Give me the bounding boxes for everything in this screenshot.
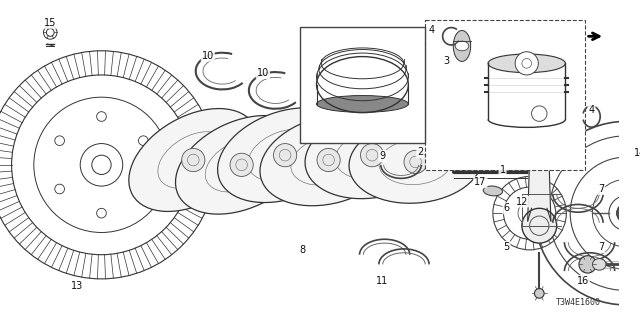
Polygon shape [528,125,551,221]
Text: 1: 1 [499,165,506,175]
Ellipse shape [455,41,468,51]
Circle shape [522,208,557,243]
Ellipse shape [129,108,258,212]
Circle shape [273,144,297,167]
Text: 3: 3 [444,56,449,67]
Circle shape [404,150,427,173]
Text: 6: 6 [504,203,509,213]
Text: 9: 9 [380,151,386,161]
Ellipse shape [218,108,353,203]
Circle shape [515,52,538,75]
Bar [300,27,425,143]
Ellipse shape [483,186,502,196]
Circle shape [616,204,636,223]
Text: 16: 16 [577,276,589,286]
Circle shape [360,144,384,167]
Text: 7: 7 [598,242,604,252]
Text: 5: 5 [503,242,509,252]
Text: 10: 10 [257,68,269,78]
Text: 11: 11 [376,276,388,286]
Text: 4: 4 [429,25,435,35]
Bar [425,20,585,170]
Text: 7: 7 [598,184,604,194]
Text: 2: 2 [417,147,424,157]
Ellipse shape [317,96,408,112]
Ellipse shape [175,116,308,214]
Text: 8: 8 [300,245,305,255]
Text: 4: 4 [588,105,595,115]
Circle shape [317,148,340,172]
Text: 13: 13 [71,281,83,291]
Text: T3W4E1600: T3W4E1600 [556,298,601,307]
Circle shape [182,148,205,172]
Text: 14: 14 [634,148,640,158]
Ellipse shape [488,54,565,73]
Ellipse shape [305,112,439,199]
Text: 12: 12 [516,196,528,206]
Text: 15: 15 [44,18,56,28]
Ellipse shape [349,121,482,203]
Ellipse shape [534,289,544,298]
Ellipse shape [260,114,397,206]
Text: 10: 10 [202,51,214,60]
Circle shape [524,98,555,129]
Ellipse shape [579,256,596,273]
Ellipse shape [453,30,470,61]
Circle shape [230,153,253,176]
Ellipse shape [593,259,606,270]
Text: 17: 17 [474,177,486,187]
Text: FR.: FR. [561,27,584,40]
